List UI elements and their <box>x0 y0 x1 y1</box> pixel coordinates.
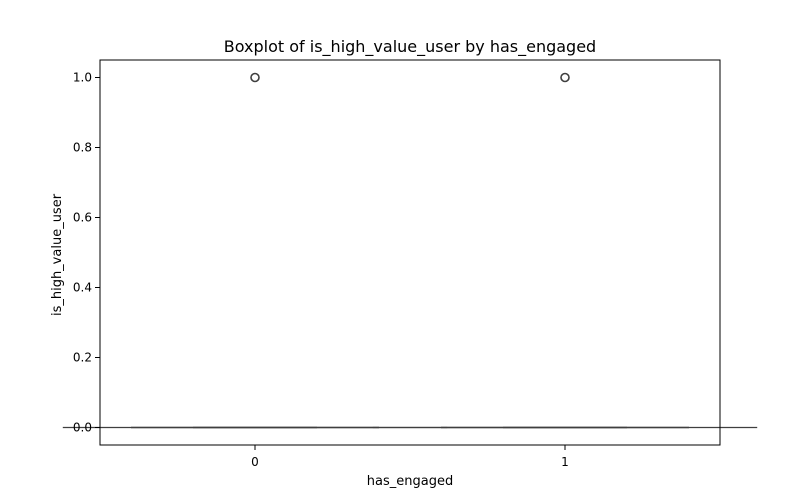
plot-frame <box>99 59 721 446</box>
x-axis-label: has_engaged <box>367 474 453 489</box>
plot-area: 0.0 0.2 0.4 0.6 0.8 1.0 0 1 <box>62 59 758 469</box>
y-tick-label-3: 0.6 <box>73 211 92 225</box>
x-tick-label-0: 0 <box>251 455 259 469</box>
y-tick-label-5: 1.0 <box>73 71 92 85</box>
y-tick-label-0: 0.0 <box>73 421 92 435</box>
y-axis-label: is_high_value_user <box>50 193 65 316</box>
x-tick-label-1: 1 <box>561 455 569 469</box>
y-tick-label-2: 0.4 <box>73 281 92 295</box>
outlier-point-1-0 <box>560 72 570 83</box>
chart-title: Boxplot of is_high_value_user by has_eng… <box>224 37 596 57</box>
outlier-point-0-0 <box>250 72 260 83</box>
y-tick-label-4: 0.8 <box>73 141 92 155</box>
y-tick-label-1: 0.2 <box>73 351 92 365</box>
